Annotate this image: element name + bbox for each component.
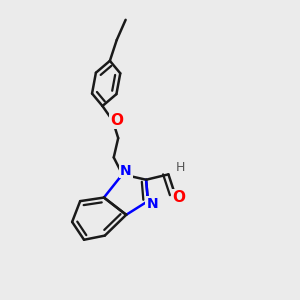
Text: O: O xyxy=(110,113,123,128)
Text: H: H xyxy=(176,161,185,174)
Text: O: O xyxy=(172,190,185,205)
Text: N: N xyxy=(146,197,158,211)
Text: N: N xyxy=(120,164,132,178)
